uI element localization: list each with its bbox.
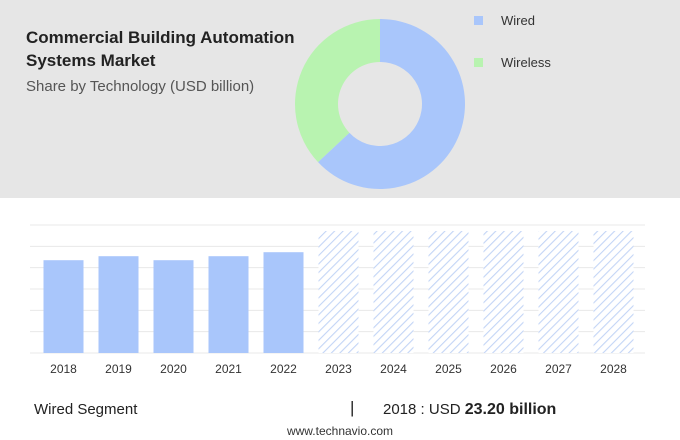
x-tick-label: 2028 [600,362,627,376]
donut-chart [295,19,466,190]
legend-item-wireless: Wireless [474,55,551,70]
x-tick-label: 2021 [215,362,242,376]
footer-separator: | [350,398,355,417]
footer-value-amount: 23.20 billion [464,401,557,418]
footer-value: 2018 : USD 23.20 billion [383,401,556,419]
bar-2028 [593,231,634,353]
bar-2027 [538,231,579,353]
x-tick-label: 2027 [545,362,572,376]
x-tick-label: 2024 [380,362,407,376]
donut-slice-wired [318,19,466,190]
x-tick-label: 2023 [325,362,352,376]
x-tick-label: 2022 [270,362,297,376]
source-link[interactable]: www.technavio.com [286,424,394,438]
bar-2023 [318,231,359,353]
bar-2026 [483,231,524,353]
bar-2022 [263,252,304,353]
bar-2021 [208,256,249,353]
footer-segment-label: Wired Segment [34,401,138,418]
x-tick-label: 2020 [160,362,187,376]
legend-label-wireless: Wireless [501,55,551,70]
x-tick-label: 2018 [50,362,77,376]
chart-subtitle: Share by Technology (USD billion) [26,78,255,95]
bar-2020 [153,260,194,353]
donut-slice-wireless [295,19,380,163]
x-tick-label: 2026 [490,362,517,376]
x-tick-label: 2019 [105,362,132,376]
legend-swatch-wired [474,16,483,25]
legend-label-wired: Wired [501,13,535,28]
legend-item-wired: Wired [474,13,535,28]
bar-2018 [43,260,84,353]
x-tick-label: 2025 [435,362,462,376]
legend-swatch-wireless [474,58,483,67]
footer-value-prefix: : USD [420,401,461,418]
bar-chart: 2018 2019 2020 2021 2022 2023 2024 2025 2026 2027… [30,224,645,376]
bar-2025 [428,231,469,353]
bar-2019 [98,256,139,353]
chart-title: Commercial Building Automation Systems M… [26,28,295,70]
footer-year: 2018 [383,401,417,418]
bar-2024 [373,231,414,353]
